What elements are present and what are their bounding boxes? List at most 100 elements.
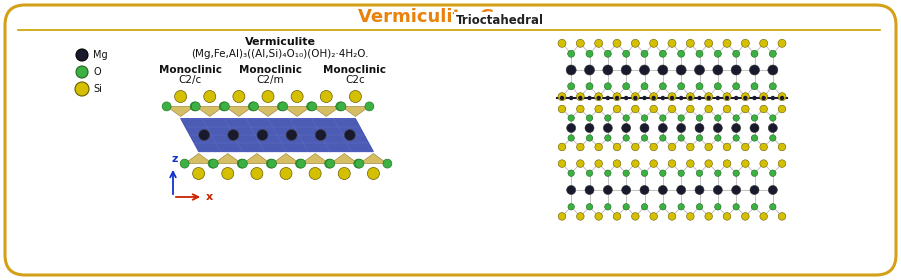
Text: O: O [93,67,101,77]
Circle shape [336,102,345,111]
Circle shape [324,159,333,168]
Circle shape [633,96,638,100]
Circle shape [714,204,721,210]
Circle shape [642,170,648,176]
Circle shape [733,83,740,90]
Circle shape [714,50,722,57]
Circle shape [641,50,648,57]
Circle shape [586,50,593,57]
Circle shape [641,83,648,90]
Circle shape [696,50,703,57]
Circle shape [650,143,658,151]
Circle shape [577,39,585,47]
Circle shape [268,159,277,168]
Circle shape [660,96,665,100]
Circle shape [778,39,786,47]
Circle shape [660,83,667,90]
Circle shape [614,105,621,113]
Circle shape [614,143,621,151]
Circle shape [278,102,287,111]
Circle shape [751,83,758,90]
Circle shape [642,135,648,141]
Circle shape [778,143,786,151]
Circle shape [769,186,778,195]
Circle shape [267,159,276,168]
Circle shape [705,93,713,101]
Circle shape [742,39,750,47]
Circle shape [587,135,593,141]
Circle shape [191,102,200,111]
Circle shape [760,93,768,101]
Circle shape [180,159,189,168]
Circle shape [687,143,694,151]
Circle shape [587,204,593,210]
Circle shape [585,186,594,195]
Circle shape [632,143,639,151]
Circle shape [751,50,758,57]
Circle shape [668,39,676,47]
Circle shape [668,93,676,101]
Circle shape [760,39,768,47]
Circle shape [687,39,695,47]
Circle shape [750,65,760,75]
Circle shape [696,135,703,141]
Circle shape [760,143,768,151]
Circle shape [669,96,674,100]
Circle shape [751,170,758,176]
Circle shape [613,39,621,47]
Circle shape [742,93,750,101]
Circle shape [724,160,731,167]
Circle shape [660,115,666,121]
Circle shape [714,186,723,195]
Circle shape [732,186,741,195]
Circle shape [605,96,610,100]
Circle shape [350,90,361,102]
Circle shape [623,115,630,121]
Circle shape [613,93,621,101]
Circle shape [688,96,693,100]
Circle shape [232,90,245,102]
Circle shape [723,93,731,101]
Polygon shape [283,106,311,116]
Circle shape [696,83,703,90]
Circle shape [175,90,187,102]
Circle shape [679,96,683,100]
Polygon shape [313,106,341,116]
Text: C2/m: C2/m [256,75,284,85]
Circle shape [623,135,630,141]
Polygon shape [331,153,359,164]
Circle shape [705,160,713,167]
Circle shape [193,167,205,179]
Polygon shape [225,106,253,116]
Circle shape [732,123,741,132]
Circle shape [239,159,248,168]
Circle shape [568,170,574,176]
Circle shape [568,115,574,121]
Circle shape [624,96,628,100]
Circle shape [677,123,686,132]
Circle shape [640,123,649,132]
Circle shape [595,143,603,151]
Text: C2/c: C2/c [178,75,202,85]
Polygon shape [167,106,195,116]
Circle shape [596,96,601,100]
Circle shape [742,105,749,113]
Circle shape [204,90,215,102]
Circle shape [677,186,686,195]
Circle shape [315,129,326,141]
Circle shape [651,96,656,100]
Circle shape [678,50,685,57]
Circle shape [623,83,630,90]
Circle shape [221,102,230,111]
Circle shape [604,186,613,195]
Circle shape [605,135,611,141]
Circle shape [587,170,593,176]
Circle shape [568,83,575,90]
Circle shape [761,96,766,100]
Circle shape [614,96,619,100]
Circle shape [309,167,321,179]
Circle shape [640,186,649,195]
Circle shape [605,115,611,121]
Circle shape [732,65,742,75]
Circle shape [558,39,566,47]
